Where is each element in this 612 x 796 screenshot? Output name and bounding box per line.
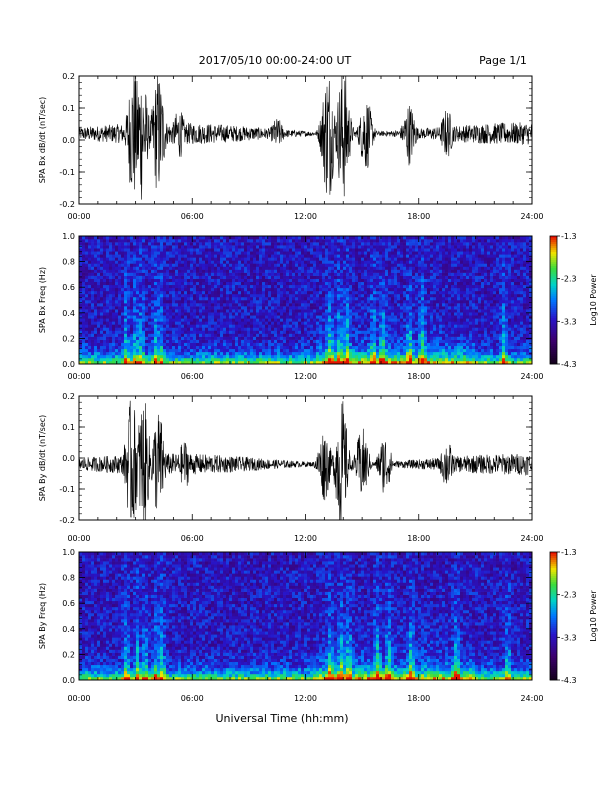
y-tick-label: -0.1 bbox=[59, 168, 75, 177]
y-tick-label: 0.0 bbox=[62, 360, 75, 369]
x-tick-label: 12:00 bbox=[294, 372, 317, 381]
x-tick-label: 06:00 bbox=[181, 534, 204, 543]
x-tick-label: 18:00 bbox=[407, 534, 430, 543]
x-tick-label: 18:00 bbox=[407, 372, 430, 381]
x-tick-label: 12:00 bbox=[294, 534, 317, 543]
spectrogram bbox=[79, 552, 532, 680]
x-tick-label: 12:00 bbox=[294, 694, 317, 703]
x-tick-label: 18:00 bbox=[407, 212, 430, 221]
y-axis-label: SPA Bx dB/dt (nT/sec) bbox=[38, 97, 47, 184]
colorbar-label: Log10 Power bbox=[589, 274, 598, 326]
y-tick-label: 0.1 bbox=[62, 423, 75, 432]
y-tick-label: -0.2 bbox=[59, 516, 75, 525]
y-tick-label: 0.4 bbox=[62, 309, 75, 318]
y-tick-label: 0.2 bbox=[62, 650, 75, 659]
y-tick-label: 0.4 bbox=[62, 625, 75, 634]
colorbar: -1.3 -2.3 -3.3 -4.3 Log10 Power bbox=[550, 548, 598, 685]
y-tick-label: 0.0 bbox=[62, 676, 75, 685]
y-tick-label: -0.1 bbox=[59, 485, 75, 494]
colorbar-tick-label: -1.3 bbox=[561, 232, 577, 241]
y-axis-label: SPA By Freq (Hz) bbox=[38, 583, 47, 649]
y-axis-label: SPA By dB/dt (nT/sec) bbox=[38, 415, 47, 502]
panel-1: 00:00 06:00 12:00 18:00 24:00 0.2 0.1 0.0 -0.1 -0… bbox=[38, 71, 544, 221]
y-tick-label: 0.2 bbox=[62, 334, 75, 343]
y-tick-label: -0.2 bbox=[59, 200, 75, 209]
colorbar-tick-label: -2.3 bbox=[561, 275, 577, 284]
panel-2: -1.3 -2.3 -3.3 -4.3 Log10 Power 00:00 06:00 12:… bbox=[38, 232, 598, 381]
trace-line bbox=[79, 71, 532, 200]
y-tick-label: 0.1 bbox=[62, 104, 75, 113]
x-tick-label: 00:00 bbox=[67, 534, 90, 543]
colorbar-tick-label: -3.3 bbox=[561, 633, 577, 642]
y-tick-label: 0.0 bbox=[62, 136, 75, 145]
spectrogram bbox=[79, 236, 532, 364]
colorbar-tick-label: -1.3 bbox=[561, 548, 577, 557]
y-tick-label: 0.8 bbox=[62, 574, 75, 583]
x-tick-label: 24:00 bbox=[520, 372, 543, 381]
y-tick-label: 1.0 bbox=[62, 548, 75, 557]
x-tick-label: 00:00 bbox=[67, 694, 90, 703]
page-number: Page 1/1 bbox=[479, 54, 527, 67]
y-tick-label: 0.6 bbox=[62, 599, 75, 608]
colorbar-tick-label: -2.3 bbox=[561, 591, 577, 600]
colorbar-label: Log10 Power bbox=[589, 590, 598, 642]
x-tick-label: 12:00 bbox=[294, 212, 317, 221]
x-tick-label: 00:00 bbox=[67, 372, 90, 381]
panel-4: -1.3 -2.3 -3.3 -4.3 Log10 Power 00:00 06:00 12:… bbox=[38, 548, 598, 703]
y-tick-label: 0.8 bbox=[62, 258, 75, 267]
y-tick-label: 0.2 bbox=[62, 392, 75, 401]
y-tick-label: 0.0 bbox=[62, 454, 75, 463]
colorbar-tick-label: -4.3 bbox=[561, 676, 577, 685]
x-tick-label: 18:00 bbox=[407, 694, 430, 703]
y-axis-label: SPA Bx Freq (Hz) bbox=[38, 267, 47, 333]
page-title: 2017/05/10 00:00-24:00 UT bbox=[199, 54, 352, 67]
x-tick-label: 06:00 bbox=[181, 694, 204, 703]
colorbar-tick-label: -3.3 bbox=[561, 317, 577, 326]
y-tick-label: 0.6 bbox=[62, 283, 75, 292]
trace-line bbox=[79, 401, 532, 529]
x-tick-label: 06:00 bbox=[181, 212, 204, 221]
x-tick-label: 24:00 bbox=[520, 534, 543, 543]
colorbar-tick-label: -4.3 bbox=[561, 360, 577, 369]
panel-3: 00:00 06:00 12:00 18:00 24:00 0.2 0.1 0.0 -0.1 -0… bbox=[38, 392, 544, 543]
x-tick-label: 00:00 bbox=[67, 212, 90, 221]
x-tick-label: 24:00 bbox=[520, 694, 543, 703]
y-tick-label: 0.2 bbox=[62, 72, 75, 81]
xaxis-title: Universal Time (hh:mm) bbox=[216, 712, 349, 725]
colorbar: -1.3 -2.3 -3.3 -4.3 Log10 Power bbox=[550, 232, 598, 369]
y-tick-label: 1.0 bbox=[62, 232, 75, 241]
x-tick-label: 06:00 bbox=[181, 372, 204, 381]
x-tick-label: 24:00 bbox=[520, 212, 543, 221]
